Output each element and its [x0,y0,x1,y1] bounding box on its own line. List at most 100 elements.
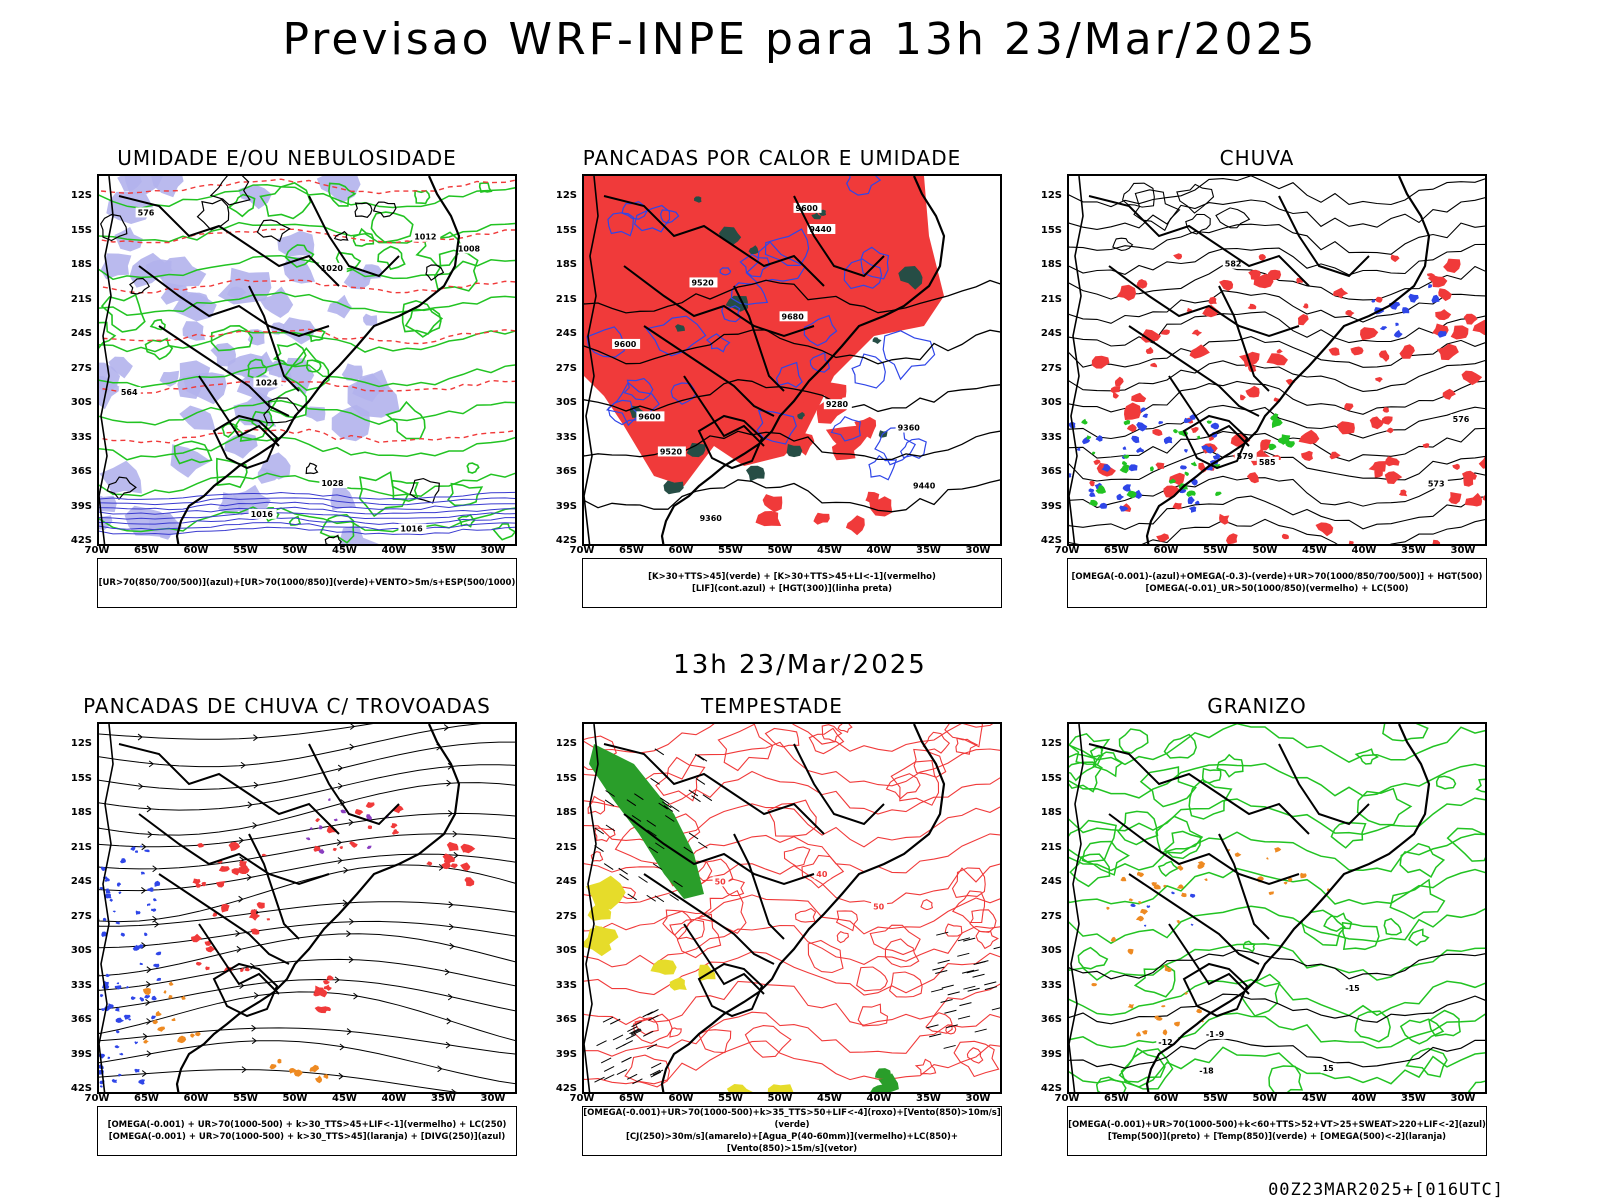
contour-label: 585 [1259,458,1276,467]
omega-500-area [1176,884,1184,889]
high-humidity-area [257,467,281,484]
omega-500-area [1151,882,1157,887]
rain-area [1386,427,1394,434]
contour-label-bg [1234,450,1257,461]
rain-area [1344,403,1354,411]
strong-omega-area [1213,464,1221,469]
k-index-area [675,324,685,332]
humidity-contour [99,221,515,244]
lon-tick-label: 30W [965,1093,991,1104]
wind-vector [959,1002,972,1007]
precipitable-water-contour [655,756,706,802]
divergence-area [153,963,160,968]
jet-stream-area [669,977,687,991]
wind-vector [702,794,713,802]
precipitable-water-contour [624,1054,670,1088]
rain-area [1448,492,1462,505]
rain-area [1245,385,1260,398]
omega-500-area [1127,1003,1135,1009]
temp-850-contour [1069,762,1485,799]
divergence-area [119,858,126,864]
streamline-arrow [353,992,359,1000]
rain-area [1432,539,1441,544]
map-frame [97,722,517,1094]
rain-area [1375,377,1383,383]
wind-vector [649,1069,661,1076]
pressure-contour [209,176,251,206]
k-index-area [725,295,749,312]
humidity-contour [401,299,444,335]
rain-area [1189,344,1210,359]
instability-area [584,176,944,486]
lifted-index-contour [809,351,831,373]
legend-line: [OMEGA(-0.001)-(azul)+OMEGA(-0.3)-(verde… [1071,572,1483,582]
divergence-area [139,997,144,1002]
rain-area [1398,489,1408,497]
rain-area [1452,463,1460,470]
streamline-arrow [449,942,455,950]
wind-vector [654,748,665,756]
humidity-contour [377,245,406,271]
contour-label: 579 [1237,452,1254,461]
wind-vector [932,966,945,971]
andes-coast [584,724,599,1092]
wind-vector [670,805,680,812]
humidity-contour [247,358,268,379]
temp-850-contour [1069,797,1485,836]
precipitable-water-contour [584,833,1000,874]
divergence-area [111,1078,118,1083]
streamline [99,991,515,1042]
rain-area [1281,533,1289,540]
divergence-area [151,995,157,1001]
lat-tick-label: 12S [70,190,92,201]
lon-tick-label: 65W [134,1093,159,1104]
streamline [99,833,515,870]
instability-area [865,491,880,503]
convective-area [309,1068,314,1072]
strong-omega-area [1270,413,1279,421]
wind-vector [629,1028,640,1035]
convergence-area [366,845,372,850]
rain-area [1315,522,1334,537]
streamline-arrow [252,822,258,829]
wind-vector-line [99,522,515,531]
lon-tick-label: 65W [1104,545,1129,556]
rain-area [1126,423,1137,433]
streamline-arrow [141,942,147,949]
panel-trovoadas: PANCADAS DE CHUVA C/ TROVOADAS 12S 15S 18S… [47,694,527,1174]
wind-vector [663,805,674,812]
wind-vector [688,789,699,797]
omega-area [1089,492,1096,497]
rain-area [1329,451,1341,460]
temp-850-contour [1330,821,1367,849]
rain-area [1482,495,1485,501]
coastline [175,724,461,1092]
lat-tick-label: 36S [555,466,577,477]
lat-tick-label: 12S [1040,190,1062,201]
thunderstorm-area [426,861,433,866]
high-humidity-area [117,176,142,192]
lat-tick-label: 21S [70,293,92,305]
omega-500-area [1283,881,1288,885]
panel-title: PANCADAS DE CHUVA C/ TROVOADAS [83,694,491,718]
rain-area [1276,348,1283,354]
rain-area [1173,253,1183,260]
contour-label: -12 [1158,1038,1172,1047]
wind-vector [940,998,953,1003]
divergence-area [118,1073,122,1077]
divergence-area [152,1091,155,1092]
instability-area [755,511,782,527]
precipitable-water-contour [837,724,853,733]
jet-stream-area [585,875,626,910]
lon-tick-label: 70W [569,1093,595,1104]
map-frame: 50 40 50 [582,722,1002,1094]
state-border [1088,743,1310,835]
lifted-index-contour [843,258,883,290]
convergence-area [333,818,338,822]
high-humidity-area [108,356,133,379]
high-humidity-area [159,370,180,387]
panel-granizo: GRANIZO -12 -15 -18 -12 -9 15 12S 15S 18S 21S 24S… [1017,694,1497,1174]
wind-vector [604,799,615,807]
temp-850-contour [1268,1065,1304,1092]
wind-vector [655,842,665,850]
